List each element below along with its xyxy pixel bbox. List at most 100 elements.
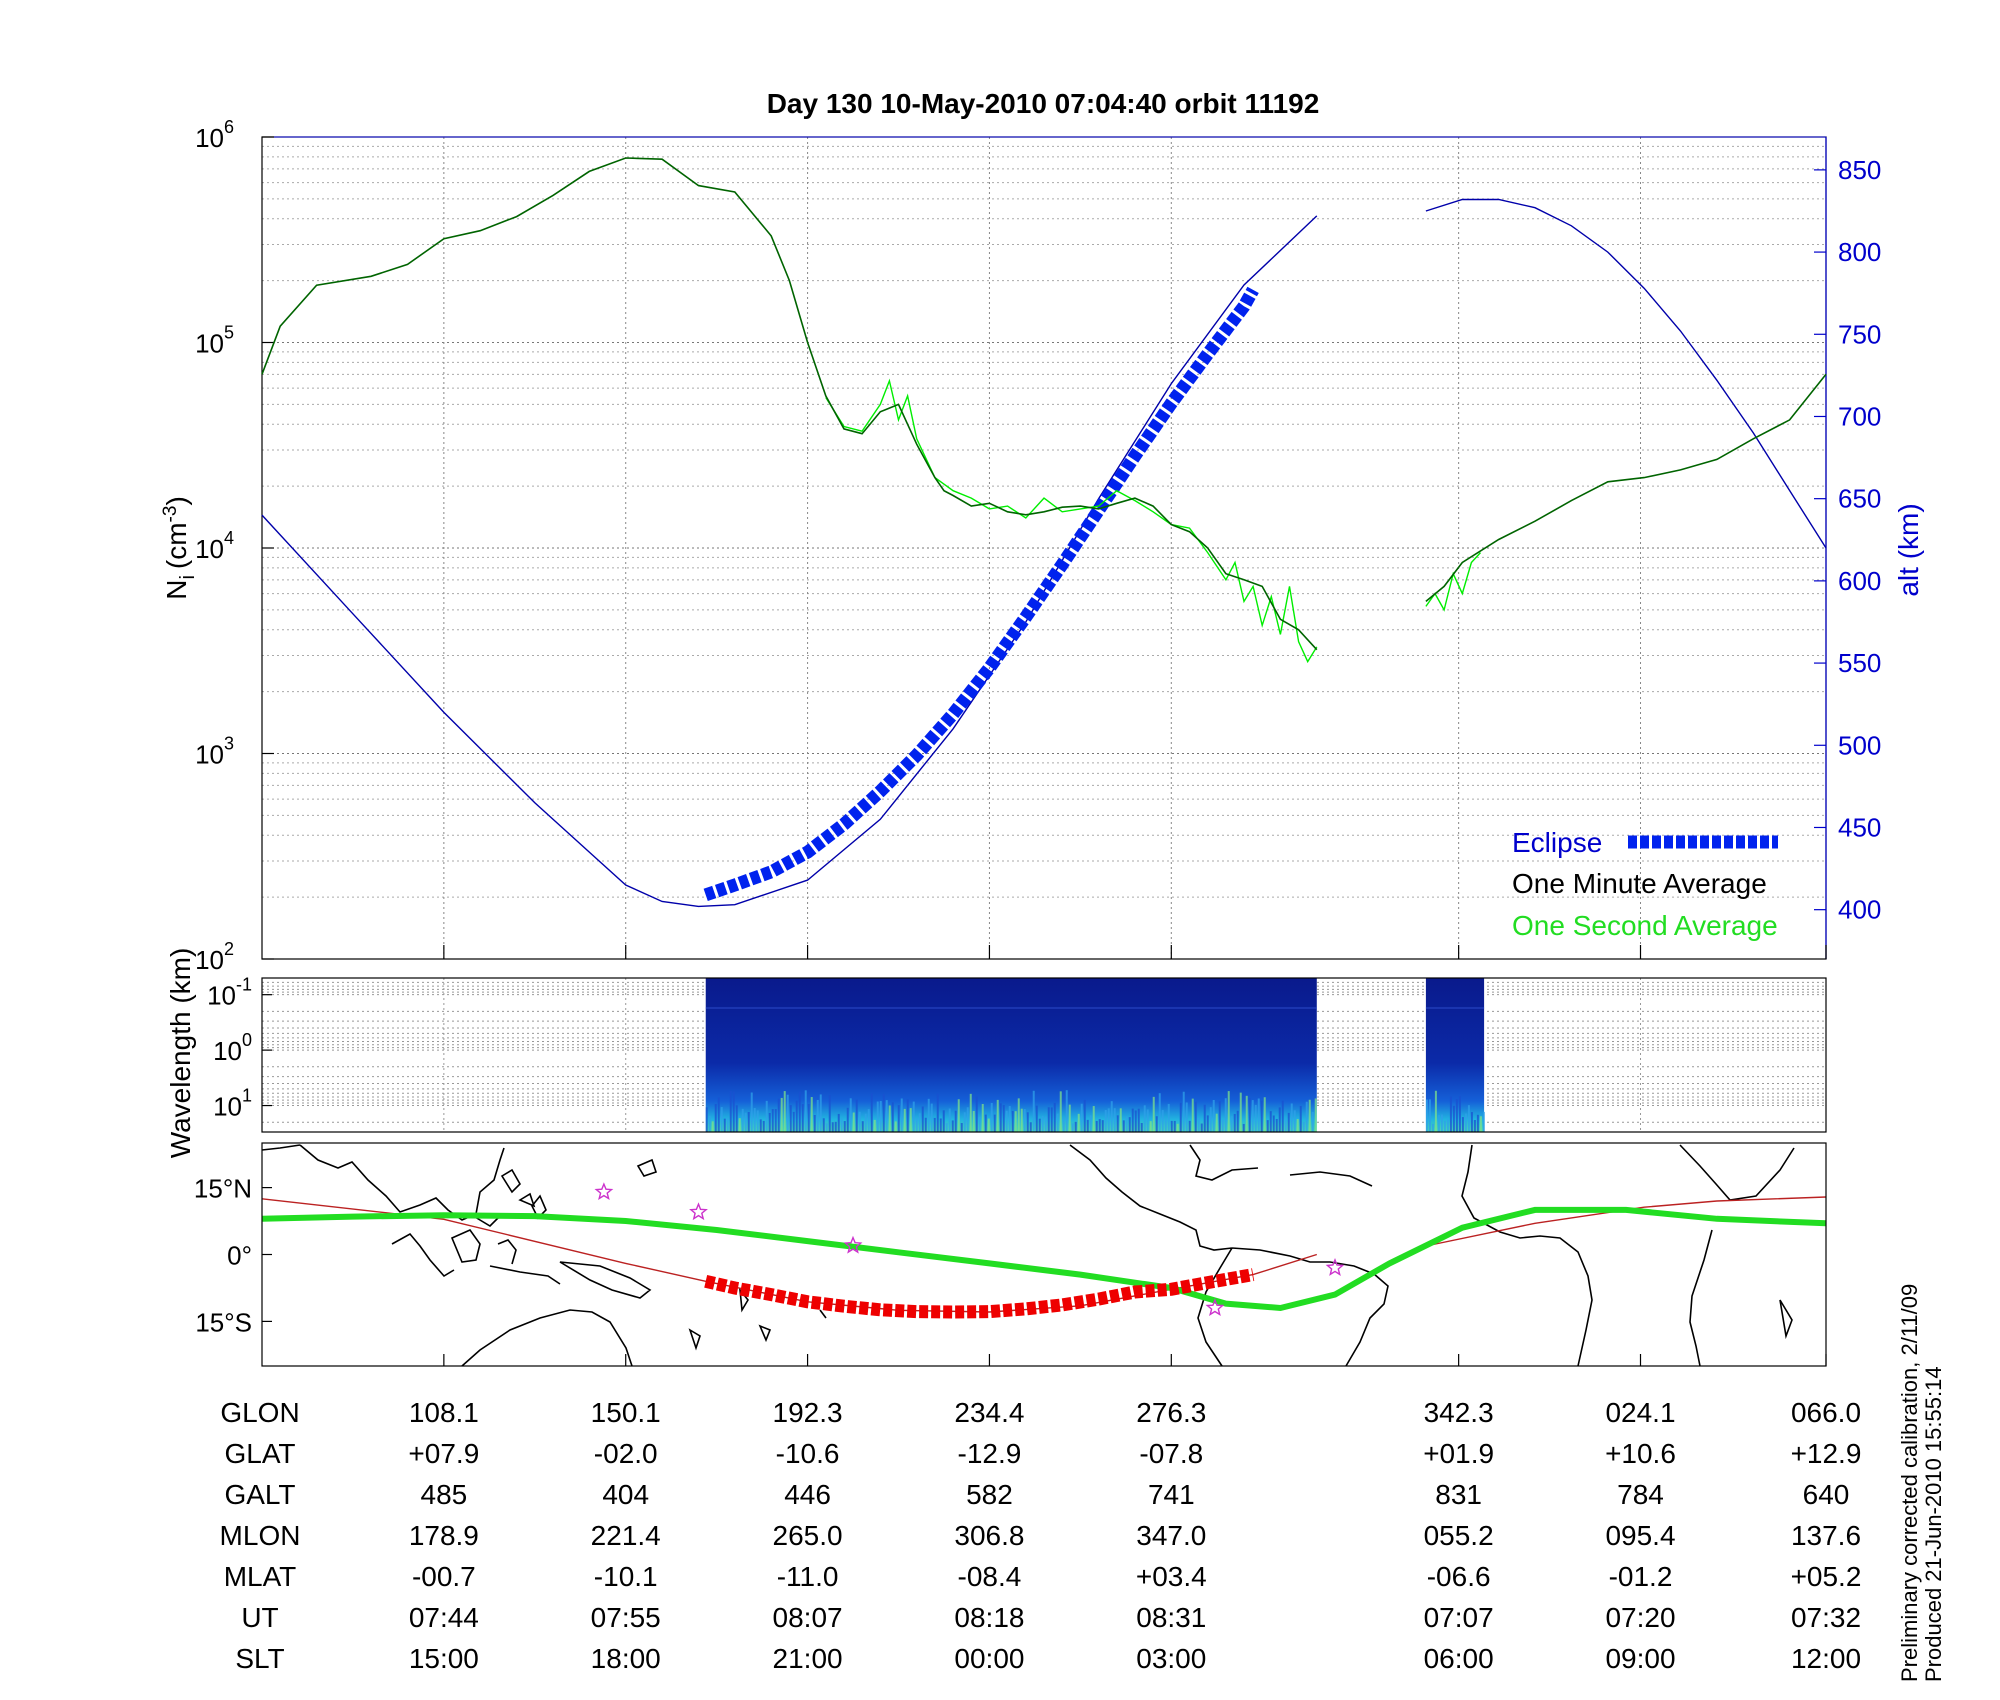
- spectrogram-streak: [1245, 1095, 1248, 1132]
- eclipse-line: [703, 286, 1259, 902]
- spectrogram-streak: [1134, 1110, 1137, 1132]
- spectrogram-streak: [756, 1110, 759, 1132]
- spectrogram-data: [705, 978, 1485, 1132]
- table-cell: +01.9: [1423, 1438, 1494, 1469]
- spectrogram-streak: [801, 1104, 804, 1132]
- spectrogram-streak: [1077, 1113, 1080, 1132]
- spectrogram-streak: [726, 1118, 729, 1132]
- table-cell: 08:07: [773, 1602, 843, 1633]
- spectrogram-streak: [1005, 1110, 1008, 1132]
- density-tick-exp: 2: [224, 939, 234, 959]
- density-label-exp: -3: [160, 506, 181, 523]
- spectrogram-streak: [1173, 1120, 1176, 1132]
- density-tick-base: 10: [195, 534, 224, 564]
- spectrogram-streak: [1167, 1103, 1170, 1132]
- altitude-line: [261, 215, 1318, 908]
- table-cell: -10.1: [594, 1561, 658, 1592]
- spectrogram-streak: [1290, 1103, 1293, 1132]
- spectrogram-streak: [795, 1100, 798, 1132]
- coastline-islands: [500, 1158, 827, 1351]
- spectrogram-streak: [999, 1103, 1002, 1132]
- star-marker: [594, 1182, 614, 1201]
- density-series: [261, 157, 1827, 908]
- spectrogram-streak: [1032, 1090, 1035, 1132]
- legend-eclipse-label: Eclipse: [1512, 827, 1602, 858]
- spectrogram-streak: [1200, 1123, 1203, 1132]
- spectrogram-streak: [1056, 1113, 1059, 1132]
- spectrogram-streak: [963, 1112, 966, 1132]
- spectrogram-streak: [1050, 1107, 1053, 1132]
- table-cell: -11.0: [777, 1561, 839, 1592]
- second-average-line: [825, 378, 1318, 664]
- spectrogram-streak: [1053, 1102, 1056, 1132]
- altitude-tick-label: 750: [1838, 319, 1881, 349]
- spectrogram-streak: [1221, 1119, 1224, 1132]
- spectrogram-streak: [1278, 1107, 1281, 1132]
- spectrogram-streak: [1257, 1098, 1260, 1132]
- minute-average-line: [261, 157, 1318, 651]
- table-cell: -02.0: [594, 1438, 658, 1469]
- spectrogram-streak: [1044, 1116, 1047, 1132]
- spectrogram-streak: [966, 1107, 969, 1132]
- spectrogram-streak: [1047, 1107, 1050, 1132]
- spectrogram-streak: [708, 1115, 711, 1132]
- spectrogram-streak: [888, 1105, 891, 1132]
- spectrogram-streak: [1062, 1118, 1065, 1132]
- table-cell: 07:32: [1791, 1602, 1861, 1633]
- spectrogram-streak: [912, 1101, 915, 1132]
- spectrogram-streak: [843, 1121, 846, 1132]
- spectrogram-streak: [720, 1107, 723, 1132]
- table-cell: +12.9: [1791, 1438, 1862, 1469]
- spectrogram-streak: [981, 1103, 984, 1132]
- density-tick-exp: 5: [224, 323, 234, 343]
- side-note: Preliminary corrected calibration, 2/11/…: [1897, 1278, 1946, 1682]
- spectrogram-streak: [1470, 1112, 1473, 1132]
- table-cell: 21:00: [773, 1643, 843, 1674]
- spectrogram-streak: [1425, 1099, 1428, 1132]
- spectrogram-streak: [996, 1099, 999, 1132]
- spectrogram-streak: [1311, 1111, 1314, 1132]
- spectrogram-streak: [1272, 1115, 1275, 1132]
- spectrogram-streak: [1212, 1099, 1215, 1132]
- table-cell: 15:00: [409, 1643, 479, 1674]
- spectrogram-streak: [1089, 1115, 1092, 1132]
- altitude-axis-label: alt (km): [1893, 503, 1924, 596]
- spectrogram-streak: [762, 1120, 765, 1132]
- spectrogram-streak: [1296, 1119, 1299, 1132]
- spectrogram-streak: [885, 1100, 888, 1132]
- spectrogram-streak: [1176, 1123, 1179, 1132]
- table-cell: 150.1: [591, 1397, 661, 1428]
- table-cell: 265.0: [773, 1520, 843, 1551]
- spectrogram-streak: [924, 1117, 927, 1132]
- spectrogram-streak: [1203, 1104, 1206, 1132]
- spectrogram-streak: [1302, 1121, 1305, 1132]
- spectrogram-streak: [972, 1111, 975, 1132]
- spectrogram-streak: [786, 1094, 789, 1132]
- table-cell: +07.9: [408, 1438, 479, 1469]
- spectrogram-streak: [897, 1105, 900, 1132]
- spectrogram-streak: [813, 1115, 816, 1132]
- spectrogram-streak: [1125, 1116, 1128, 1132]
- spectrogram-streak: [828, 1095, 831, 1132]
- altitude-tick-label: 650: [1838, 484, 1881, 514]
- table-cell: -06.6: [1427, 1561, 1491, 1592]
- spectrogram-streak: [765, 1100, 768, 1132]
- spectrogram-streak: [777, 1098, 780, 1132]
- spectrogram-streak: [1209, 1107, 1212, 1132]
- density-tick-base: 10: [195, 945, 224, 975]
- spectrogram-streak: [1287, 1112, 1290, 1132]
- spectrogram-streak: [1206, 1115, 1209, 1132]
- spectrogram-streak: [1434, 1090, 1437, 1132]
- density-tick-label: 106: [195, 117, 234, 153]
- spectrogram-streak: [1452, 1105, 1455, 1132]
- spectrogram-streak: [1236, 1110, 1239, 1132]
- spectrogram-streak: [1185, 1102, 1188, 1132]
- spectrogram-streak: [879, 1100, 882, 1132]
- spectrogram-streak: [714, 1103, 717, 1132]
- spectrogram-streak: [1194, 1101, 1197, 1132]
- spectrogram-streak: [975, 1096, 978, 1132]
- density-axis-label: Ni (cm-3): [160, 496, 199, 600]
